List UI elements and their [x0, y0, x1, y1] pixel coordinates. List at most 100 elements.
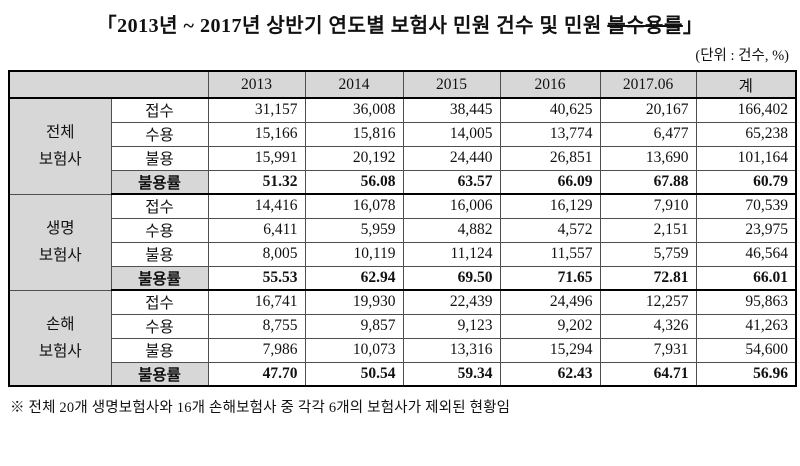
- group-name-line: 보험사: [38, 342, 82, 360]
- value-cell: 55.53: [207, 265, 306, 291]
- row-label: 불용률: [110, 361, 209, 387]
- table-row: 생명 보험사 접수 14,416 16,078 16,006 16,129 7,910 70,5…: [8, 193, 797, 291]
- row-label: 불용: [110, 241, 209, 267]
- column-header: 2013: [207, 70, 306, 99]
- column-header: 2017.06: [599, 70, 697, 99]
- value-cell: 56.96: [695, 361, 797, 387]
- page-title: 「2013년 ~ 2017년 상반기 연도별 보험사 민원 건수 및 민원 불수…: [0, 9, 800, 38]
- table-body: 전체 보험사 접수 31,157 36,008 38,445 40,625 20,167 166…: [8, 97, 797, 387]
- value-cell: 16,741: [207, 289, 306, 315]
- group-name-line: 생명: [45, 219, 75, 237]
- value-cell: 59.34: [402, 361, 501, 387]
- table-row: 수용 8,755 9,857 9,123 9,202 4,326 41,263: [9, 313, 797, 339]
- value-cell: 50.54: [304, 361, 404, 387]
- value-cell: 54,600: [695, 337, 797, 363]
- value-cell: 7,931: [599, 337, 697, 363]
- value-cell: 6,477: [599, 121, 697, 147]
- row-label: 수용: [110, 313, 209, 339]
- value-cell: 95,863: [695, 289, 797, 315]
- value-cell: 69.50: [402, 265, 501, 291]
- value-cell: 15,294: [499, 337, 601, 363]
- row-label: 접수: [110, 193, 209, 219]
- value-cell: 24,440: [402, 145, 501, 171]
- table-row: 불용률 47.70 50.54 59.34 62.43 64.71 56.96: [9, 361, 797, 387]
- value-cell: 62.43: [499, 361, 601, 387]
- value-cell: 4,882: [402, 217, 501, 243]
- column-header: 2015: [402, 70, 501, 99]
- footnote: ※ 전체 20개 생명보험사와 16개 손해보험사 중 각각 6개의 보험사가 …: [10, 400, 511, 416]
- row-label: 불용률: [110, 265, 209, 291]
- page: 「2013년 ~ 2017년 상반기 연도별 보험사 민원 건수 및 민원 불수…: [0, 9, 800, 466]
- title-text: 「2013년 ~ 2017년 상반기 연도별 보험사 민원 건수 및 민원: [96, 15, 608, 37]
- value-cell: 19,930: [304, 289, 404, 315]
- table-row: 수용 6,411 5,959 4,882 4,572 2,151 23,975: [9, 217, 797, 243]
- group-name-line: 보험사: [38, 247, 82, 264]
- header-row: 2013 2014 2015 2016 2017.06 계: [8, 70, 797, 99]
- value-cell: 72.81: [599, 265, 697, 291]
- value-cell: 23,975: [695, 217, 797, 243]
- row-label: 불용: [110, 337, 209, 363]
- value-cell: 65,238: [695, 121, 797, 147]
- value-cell: 26,851: [499, 145, 601, 171]
- value-cell: 9,202: [499, 313, 601, 339]
- row-label: 접수: [110, 97, 209, 123]
- column-header: 2014: [304, 70, 404, 99]
- value-cell: 38,445: [402, 97, 501, 123]
- value-cell: 11,557: [499, 241, 601, 267]
- value-cell: 41,263: [695, 313, 797, 339]
- value-cell: 9,857: [304, 313, 404, 339]
- value-cell: 36,008: [304, 97, 404, 123]
- value-cell: 8,005: [207, 241, 306, 267]
- value-cell: 20,192: [304, 145, 404, 171]
- table-row: 불용 7,986 10,073 13,316 15,294 7,931 54,600: [9, 337, 797, 363]
- value-cell: 70,539: [695, 193, 797, 219]
- value-cell: 15,816: [304, 121, 404, 147]
- group-name: 전체 보험사: [8, 97, 112, 195]
- value-cell: 13,316: [402, 337, 501, 363]
- value-cell: 2,151: [599, 217, 697, 243]
- column-header: 계: [695, 70, 797, 99]
- group-name-line: 보험사: [38, 151, 82, 169]
- table-row: 손해 보험사 접수 16,741 19,930 22,439 24,496 12,257 95,…: [8, 289, 797, 387]
- value-cell: 64.71: [599, 361, 697, 387]
- value-cell: 11,124: [402, 241, 501, 267]
- table-corner-cell: [8, 70, 209, 99]
- value-cell: 7,986: [207, 337, 306, 363]
- value-cell: 5,759: [599, 241, 697, 267]
- row-label: 접수: [110, 289, 209, 315]
- value-cell: 7,910: [599, 193, 697, 219]
- value-cell: 56.08: [304, 169, 404, 195]
- value-cell: 51.32: [207, 169, 306, 195]
- group-name: 손해 보험사: [8, 289, 112, 387]
- value-cell: 13,774: [499, 121, 601, 147]
- value-cell: 14,416: [207, 193, 306, 219]
- value-cell: 66.01: [695, 265, 797, 291]
- value-cell: 16,006: [402, 193, 501, 219]
- value-cell: 47.70: [207, 361, 306, 387]
- table-row: 불용 8,005 10,119 11,124 11,557 5,759 46,564: [9, 241, 797, 267]
- column-header: 2016: [499, 70, 601, 99]
- value-cell: 16,129: [499, 193, 601, 219]
- value-cell: 22,439: [402, 289, 501, 315]
- value-cell: 4,572: [499, 217, 601, 243]
- value-cell: 10,119: [304, 241, 404, 267]
- value-cell: 67.88: [599, 169, 697, 195]
- value-cell: 71.65: [499, 265, 601, 291]
- table-row: 불용 15,991 20,192 24,440 26,851 13,690 101,164: [9, 145, 797, 171]
- value-cell: 8,755: [207, 313, 306, 339]
- table-header: 2013 2014 2015 2016 2017.06 계: [8, 70, 797, 99]
- value-cell: 6,411: [207, 217, 306, 243]
- table-row: 수용 15,166 15,816 14,005 13,774 6,477 65,238: [9, 121, 797, 147]
- value-cell: 15,166: [207, 121, 306, 147]
- value-cell: 20,167: [599, 97, 697, 123]
- row-label: 수용: [110, 121, 209, 147]
- value-cell: 46,564: [695, 241, 797, 267]
- value-cell: 62.94: [304, 265, 404, 291]
- title-close-bracket: 」: [682, 15, 704, 37]
- value-cell: 4,326: [599, 313, 697, 339]
- value-cell: 15,991: [207, 145, 306, 171]
- value-cell: 31,157: [207, 97, 306, 123]
- value-cell: 16,078: [304, 193, 404, 219]
- value-cell: 40,625: [499, 97, 601, 123]
